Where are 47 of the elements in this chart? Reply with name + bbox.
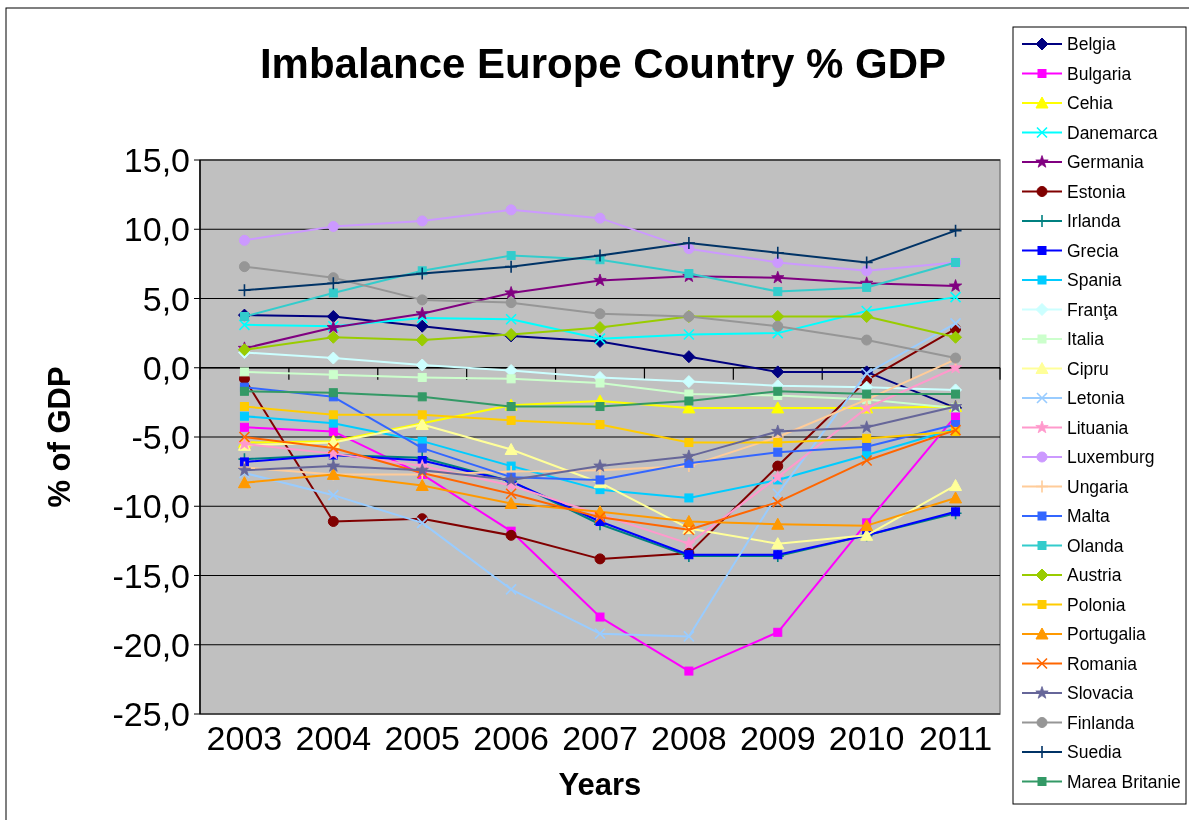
legend-label: Malta — [1067, 506, 1111, 526]
y-tick-label: -15,0 — [112, 556, 190, 595]
y-tick-label: 0,0 — [142, 348, 190, 387]
x-tick-label: 2006 — [473, 719, 549, 757]
legend-label: Cipru — [1067, 358, 1109, 379]
x-tick-label: 2008 — [651, 719, 727, 757]
legend-label: Polonia — [1067, 594, 1126, 615]
legend-label: Belgia — [1067, 34, 1116, 54]
legend-label: Lituania — [1067, 417, 1129, 438]
legend-label: Danemarca — [1067, 122, 1158, 143]
y-axis-title: % of GDP — [42, 366, 77, 508]
y-tick-label: -10,0 — [112, 487, 190, 526]
legend-label: Portugalia — [1067, 624, 1147, 644]
legend-label: Estonia — [1067, 181, 1126, 202]
y-tick-label: 5,0 — [142, 279, 190, 318]
y-tick-label: 10,0 — [123, 210, 190, 249]
legend-label: Marea Britanie — [1067, 771, 1181, 792]
legend-label: Slovacia — [1067, 683, 1134, 703]
legend-label: Bulgaria — [1067, 63, 1132, 84]
legend-label: Austria — [1067, 565, 1122, 585]
x-tick-label: 2010 — [828, 719, 905, 757]
x-tick-label: 2009 — [739, 719, 816, 757]
legend-label: Finlanda — [1067, 712, 1135, 733]
legend-label: Olanda — [1067, 535, 1124, 556]
x-tick-label: 2003 — [206, 719, 283, 757]
legend-label: Grecia — [1067, 240, 1119, 261]
legend-label: Irlanda — [1067, 211, 1121, 231]
legend-label: Franţa — [1067, 299, 1118, 320]
legend-label: Cehia — [1067, 93, 1113, 113]
legend-label: Letonia — [1067, 388, 1125, 408]
y-tick-label: -5,0 — [131, 418, 190, 456]
x-tick-label: 2004 — [295, 719, 372, 757]
x-tick-label: 2005 — [384, 719, 461, 757]
y-tick-label: 15,0 — [123, 141, 190, 179]
legend-label: Germania — [1067, 152, 1145, 172]
legend-label: Romania — [1067, 653, 1138, 674]
legend-label: Italia — [1067, 329, 1105, 349]
y-tick-label: -20,0 — [112, 625, 190, 664]
y-tick-label: -25,0 — [112, 695, 190, 733]
chart-title: Imbalance Europe Country % GDP — [259, 40, 947, 87]
x-axis-title: Years — [558, 767, 642, 802]
legend-label: Suedia — [1067, 742, 1122, 762]
legend-label: Luxemburg — [1067, 447, 1155, 467]
legend-label: Ungaria — [1067, 476, 1129, 497]
x-tick-label: 2007 — [562, 719, 638, 757]
legend-label: Spania — [1067, 270, 1122, 290]
x-tick-label: 2011 — [918, 719, 993, 757]
